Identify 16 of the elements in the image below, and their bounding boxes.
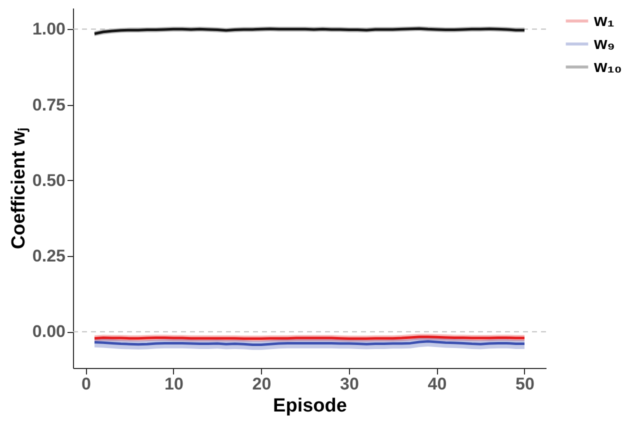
y-tick-label: 0.25 bbox=[32, 246, 66, 266]
legend-label: w₁ bbox=[593, 11, 614, 30]
y-axis-title: Coefficient wⱼ bbox=[8, 128, 30, 250]
legend-label: w₉ bbox=[593, 34, 615, 53]
y-tick-label: 0.50 bbox=[32, 170, 66, 190]
x-tick-label: 20 bbox=[252, 374, 272, 394]
y-tick-label: 1.00 bbox=[32, 20, 66, 39]
x-axis-title: Episode bbox=[273, 396, 347, 416]
x-tick-label: 30 bbox=[340, 374, 359, 394]
legend-label: w₁₀ bbox=[593, 57, 622, 76]
y-tick-label: 0.75 bbox=[32, 95, 66, 114]
x-tick-label: 50 bbox=[516, 374, 534, 394]
y-tick-label: 0.00 bbox=[32, 322, 66, 342]
x-tick-label: 40 bbox=[428, 374, 447, 394]
x-tick-label: 10 bbox=[164, 374, 184, 394]
x-tick-label: 0 bbox=[81, 374, 91, 394]
